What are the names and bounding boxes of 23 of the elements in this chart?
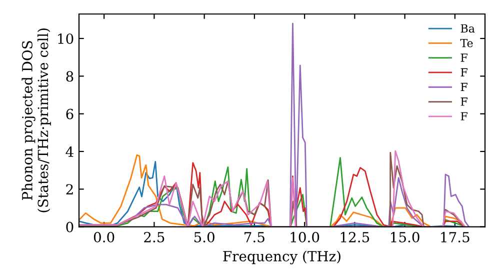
y-tick-label: 4 — [66, 146, 74, 157]
legend-label: F — [460, 112, 468, 120]
legend-label: Te — [460, 38, 473, 48]
y-tick-label: 6 — [66, 108, 74, 120]
legend-label: F — [460, 82, 468, 92]
x-tick-label: 15.0 — [391, 232, 420, 242]
legend-label: F — [460, 98, 468, 106]
legend-label: Ba — [460, 24, 475, 33]
y-tick-label: 2 — [66, 184, 73, 194]
x-tick-label: 17.5 — [441, 232, 470, 242]
x-tick-label: 7.5 — [244, 232, 264, 242]
x-tick-label: 10.0 — [290, 232, 320, 242]
x-tick-label: 0.0 — [94, 232, 114, 242]
y-tick-label: 8 — [66, 71, 74, 82]
x-axis-title: Frequency (THz) — [223, 250, 340, 264]
x-tick-label: 2.5 — [144, 232, 164, 242]
y-axis-title: Phonon projected DOS (States/THz·primitive cell) — [22, 28, 51, 212]
legend-label: F — [460, 54, 468, 62]
x-tick-label: 5.0 — [194, 232, 214, 242]
legend-label: F — [460, 68, 468, 76]
x-tick-label: 12.5 — [340, 232, 370, 242]
y-tick-label: 10 — [58, 33, 74, 44]
y-tick-label: 0 — [66, 222, 74, 232]
